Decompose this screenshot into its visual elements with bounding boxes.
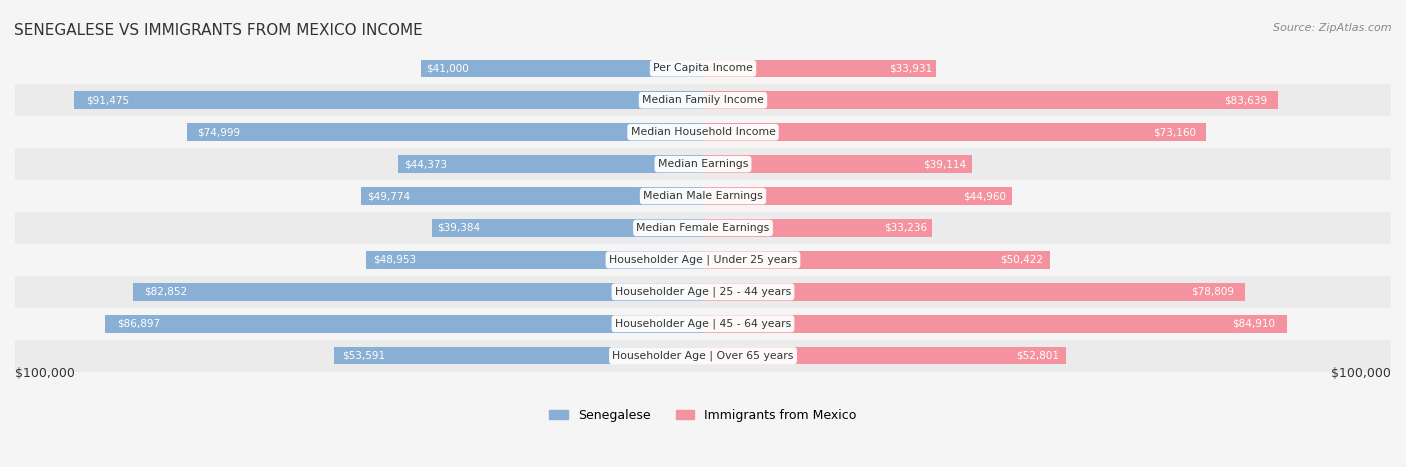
Text: $39,384: $39,384 bbox=[437, 223, 481, 233]
Text: $73,160: $73,160 bbox=[1153, 127, 1197, 137]
Text: $78,809: $78,809 bbox=[1191, 287, 1234, 297]
Text: Median Male Earnings: Median Male Earnings bbox=[643, 191, 763, 201]
Bar bbox=[703, 347, 1066, 364]
Bar bbox=[15, 276, 1391, 308]
Text: $91,475: $91,475 bbox=[86, 95, 129, 105]
Bar bbox=[703, 156, 972, 173]
Bar bbox=[15, 244, 1391, 276]
Bar bbox=[366, 251, 703, 269]
Text: Median Female Earnings: Median Female Earnings bbox=[637, 223, 769, 233]
Bar bbox=[15, 52, 1391, 84]
Text: Source: ZipAtlas.com: Source: ZipAtlas.com bbox=[1274, 23, 1392, 33]
Text: Median Family Income: Median Family Income bbox=[643, 95, 763, 105]
Bar bbox=[420, 60, 703, 77]
Bar bbox=[703, 315, 1286, 333]
Text: $48,953: $48,953 bbox=[373, 255, 416, 265]
Text: Householder Age | 45 - 64 years: Householder Age | 45 - 64 years bbox=[614, 318, 792, 329]
Text: Householder Age | Over 65 years: Householder Age | Over 65 years bbox=[612, 350, 794, 361]
Text: Householder Age | Under 25 years: Householder Age | Under 25 years bbox=[609, 255, 797, 265]
Text: $100,000: $100,000 bbox=[15, 367, 75, 380]
Text: $39,114: $39,114 bbox=[924, 159, 967, 169]
Bar bbox=[703, 219, 932, 237]
Text: $84,910: $84,910 bbox=[1233, 319, 1275, 329]
Bar bbox=[703, 187, 1012, 205]
Text: $100,000: $100,000 bbox=[1331, 367, 1391, 380]
Bar bbox=[15, 148, 1391, 180]
Bar bbox=[360, 187, 703, 205]
Text: $86,897: $86,897 bbox=[117, 319, 160, 329]
Text: Median Earnings: Median Earnings bbox=[658, 159, 748, 169]
Bar bbox=[15, 180, 1391, 212]
Bar bbox=[105, 315, 703, 333]
Bar bbox=[15, 340, 1391, 372]
Bar bbox=[703, 251, 1050, 269]
Text: $52,801: $52,801 bbox=[1017, 351, 1059, 361]
Legend: Senegalese, Immigrants from Mexico: Senegalese, Immigrants from Mexico bbox=[544, 403, 862, 427]
Text: Householder Age | 25 - 44 years: Householder Age | 25 - 44 years bbox=[614, 287, 792, 297]
Bar bbox=[335, 347, 703, 364]
Bar bbox=[15, 212, 1391, 244]
Text: Per Capita Income: Per Capita Income bbox=[652, 64, 754, 73]
Bar bbox=[187, 123, 703, 141]
Text: $83,639: $83,639 bbox=[1223, 95, 1267, 105]
Text: SENEGALESE VS IMMIGRANTS FROM MEXICO INCOME: SENEGALESE VS IMMIGRANTS FROM MEXICO INC… bbox=[14, 23, 423, 38]
Text: Median Household Income: Median Household Income bbox=[630, 127, 776, 137]
Bar bbox=[703, 92, 1278, 109]
Text: $33,236: $33,236 bbox=[884, 223, 927, 233]
Bar bbox=[15, 308, 1391, 340]
Text: $50,422: $50,422 bbox=[1000, 255, 1043, 265]
Bar bbox=[15, 84, 1391, 116]
Bar bbox=[73, 92, 703, 109]
Text: $74,999: $74,999 bbox=[197, 127, 240, 137]
Text: $82,852: $82,852 bbox=[145, 287, 187, 297]
Text: $33,931: $33,931 bbox=[889, 64, 932, 73]
Bar bbox=[134, 283, 703, 301]
Text: $44,373: $44,373 bbox=[404, 159, 447, 169]
Bar bbox=[432, 219, 703, 237]
Text: $49,774: $49,774 bbox=[367, 191, 411, 201]
Bar bbox=[398, 156, 703, 173]
Bar bbox=[703, 123, 1206, 141]
Bar bbox=[703, 283, 1246, 301]
Bar bbox=[15, 116, 1391, 148]
Text: $44,960: $44,960 bbox=[963, 191, 1007, 201]
Text: $53,591: $53,591 bbox=[342, 351, 385, 361]
Text: $41,000: $41,000 bbox=[426, 64, 470, 73]
Bar bbox=[703, 60, 936, 77]
